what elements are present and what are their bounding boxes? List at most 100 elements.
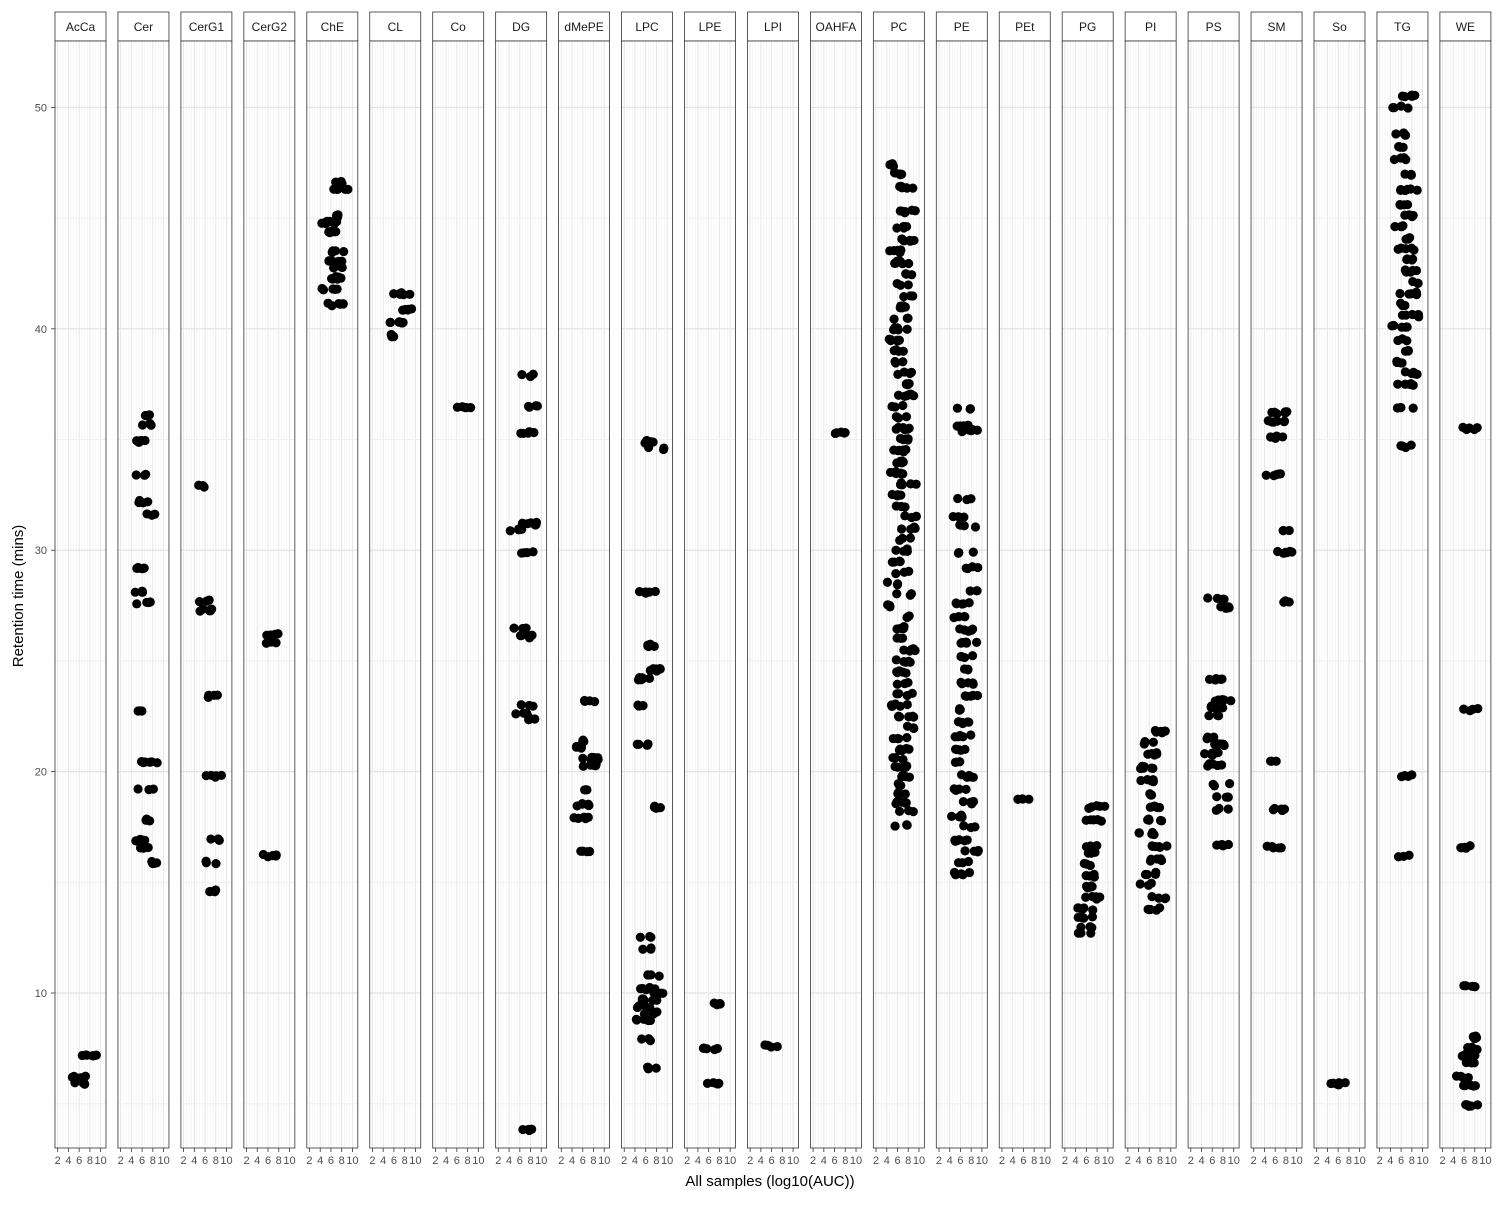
data-point	[516, 700, 526, 710]
facet-panel-PI: PI 2 4 6 8 10	[1124, 11, 1177, 1167]
x-tick-label: 8	[150, 1155, 156, 1167]
data-point	[1261, 470, 1271, 480]
x-tick-label: 2	[1251, 1155, 1257, 1167]
facet-strip-label: CerG1	[189, 20, 225, 34]
data-point	[898, 400, 908, 411]
data-point	[523, 428, 533, 438]
x-tick-label: 10	[346, 1155, 358, 1167]
panel-border	[998, 40, 1051, 1149]
panel-border	[684, 40, 736, 1149]
data-point	[885, 602, 895, 612]
data-point	[1398, 441, 1408, 451]
data-point	[763, 1040, 773, 1050]
data-point	[1162, 841, 1172, 851]
x-tick-label: 6	[1083, 1155, 1089, 1167]
data-point	[634, 739, 644, 749]
data-point	[908, 807, 918, 817]
data-point	[1208, 759, 1218, 769]
data-point	[1396, 298, 1406, 308]
data-point	[1211, 805, 1221, 815]
x-tick-label: 8	[1346, 1155, 1352, 1167]
data-point	[889, 445, 899, 455]
data-point	[1461, 424, 1472, 435]
data-point	[889, 557, 899, 567]
data-point	[967, 562, 977, 572]
data-point	[1139, 762, 1149, 772]
data-point	[516, 428, 526, 438]
data-point	[206, 834, 216, 844]
panel-background	[1314, 41, 1365, 1148]
data-point	[903, 313, 913, 323]
data-point	[1397, 221, 1407, 232]
facet-strip	[306, 11, 359, 42]
x-tick-label: 6	[517, 1155, 523, 1167]
data-point	[895, 744, 905, 754]
data-point	[896, 181, 906, 191]
data-point	[1402, 336, 1412, 346]
data-point	[898, 346, 908, 356]
data-point	[891, 358, 901, 368]
data-point	[1081, 842, 1092, 852]
data-point	[583, 800, 593, 810]
data-point	[899, 292, 909, 302]
data-point	[644, 673, 655, 683]
data-point	[972, 586, 982, 596]
data-point	[1399, 153, 1409, 163]
x-tick-label: 10	[787, 1155, 799, 1167]
data-point	[951, 599, 962, 609]
data-point	[900, 679, 910, 689]
x-tick-label: 2	[747, 1155, 753, 1167]
data-point	[961, 638, 972, 648]
data-point	[961, 784, 971, 794]
data-point	[960, 846, 970, 856]
data-point	[273, 629, 283, 639]
data-point	[1086, 848, 1096, 858]
data-point	[1267, 407, 1277, 418]
x-tick-label: 10	[1291, 1155, 1303, 1167]
x-tick-label: 8	[402, 1155, 408, 1167]
x-tick-label: 6	[580, 1155, 586, 1167]
data-point	[525, 632, 535, 642]
x-tick-label: 6	[139, 1155, 145, 1167]
x-tick-label: 4	[380, 1155, 386, 1167]
data-point	[1146, 790, 1157, 800]
x-tick-label: 10	[95, 1155, 107, 1167]
data-point	[405, 289, 415, 299]
x-tick-label: 10	[913, 1155, 925, 1167]
data-point	[892, 679, 902, 689]
data-point	[900, 798, 911, 808]
data-point	[970, 522, 981, 532]
data-point	[1397, 772, 1407, 782]
data-point	[645, 639, 655, 649]
data-point	[135, 436, 145, 446]
x-tick-label: 10	[1165, 1155, 1177, 1167]
x-tick-label: 6	[1272, 1155, 1278, 1167]
x-tick-label: 4	[884, 1155, 890, 1167]
data-point	[1204, 711, 1214, 721]
data-point	[955, 421, 965, 431]
data-point	[505, 526, 515, 536]
facet-strip-label: CL	[388, 20, 404, 34]
data-point	[1150, 725, 1160, 736]
x-tick-label: 6	[454, 1155, 460, 1167]
data-point	[906, 389, 916, 399]
data-point	[892, 689, 902, 699]
data-point	[332, 274, 343, 284]
data-point	[905, 533, 916, 543]
facet-strip	[243, 11, 296, 42]
data-point	[144, 785, 154, 795]
data-point	[1398, 851, 1409, 861]
data-point	[145, 757, 155, 767]
data-point	[1399, 128, 1409, 138]
data-point	[658, 444, 669, 455]
data-point	[1470, 1081, 1480, 1091]
data-point	[1413, 309, 1423, 320]
data-point	[271, 638, 281, 648]
data-point	[1275, 469, 1286, 479]
data-point	[892, 323, 903, 333]
panel-border	[1250, 40, 1303, 1149]
data-point	[891, 655, 901, 665]
data-point	[1083, 883, 1093, 893]
data-point	[1081, 815, 1091, 825]
